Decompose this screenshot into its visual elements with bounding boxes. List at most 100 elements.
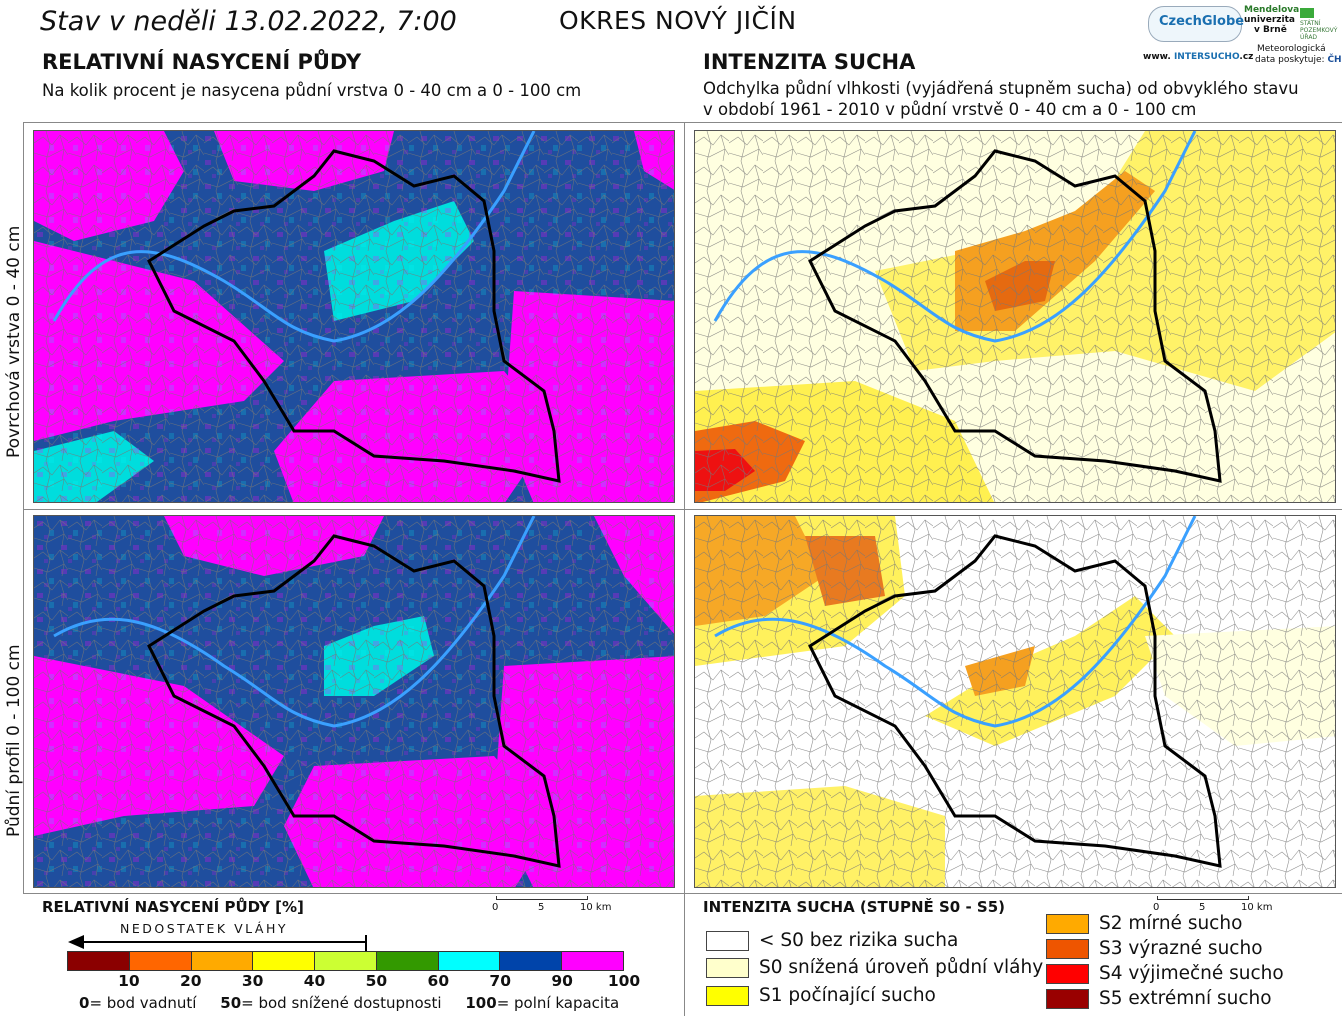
right-section-title: INTENZITA SUCHA (703, 50, 916, 74)
scale-bar-right-5: 5 (1199, 902, 1206, 913)
scale-bar-left-line (496, 896, 588, 900)
drought-legend-swatch (706, 957, 749, 978)
scale-bar-right-0: 0 (1153, 902, 1160, 913)
colorbar-tick-label: 20 (179, 972, 202, 990)
colorbar-tick-label: 90 (551, 972, 573, 990)
drought-legend-label: S0 snížená úroveň půdní vláhy (759, 957, 1044, 978)
map-drought-topsoil (694, 130, 1336, 503)
spu-logo: STÁTNÍ POZEMKOVÝ ÚŘAD (1300, 8, 1337, 41)
scale-bar-right: 0 5 10 km (1153, 893, 1283, 917)
scale-bar-left-0: 0 (492, 902, 499, 913)
map-drought-profile (694, 515, 1336, 888)
colorbar-segment (315, 952, 377, 970)
colorbar-tick-label: 100 (607, 972, 641, 990)
saturation-colorbar (67, 951, 624, 971)
arrow-shaft (82, 941, 366, 943)
note-0-value: 0 (79, 994, 90, 1012)
row-label-top: Povrchová vrstva 0 - 40 cm (4, 225, 24, 458)
right-section-subtitle-line1: Odchylka půdní vlhkosti (vyjádřená stupn… (703, 79, 1299, 98)
colorbar-segment (129, 952, 192, 970)
note-0-text: = bod vadnutí (89, 994, 197, 1012)
map-saturation-topsoil-svg (34, 131, 674, 502)
saturation-legend-title: RELATIVNÍ NASYCENÍ PŮDY [%] (42, 898, 304, 916)
grid-middle-line (23, 509, 1342, 510)
grid-bottom-line (23, 893, 1342, 894)
drought-legend-label: < S0 bez rizika sucha (759, 930, 959, 951)
colorbar-tick-label: 40 (303, 972, 326, 990)
scale-bar-left: 0 5 10 km (492, 893, 622, 917)
meteo-credit-line1: Meteorologická (1257, 44, 1326, 54)
colorbar-segment (500, 952, 563, 970)
meteo-credit: Meteorologická data poskytuje: ČHMÚ (1255, 44, 1342, 66)
colorbar-segment (376, 952, 439, 970)
colorbar-tick-label: 60 (427, 972, 450, 990)
colorbar-segment (438, 952, 501, 970)
drought-legend-swatch (706, 985, 749, 1006)
chmu-logo: ČHMÚ (1327, 55, 1342, 65)
moisture-deficit-arrow: NEDOSTATEK VLÁHY (68, 921, 367, 951)
drought-legend-swatch (1046, 913, 1089, 934)
date-title: Stav v neděli 13.02.2022, 7:00 (40, 6, 457, 37)
mendel-logo-line2: univerzita (1244, 15, 1296, 25)
drought-legend-item: S2 mírné sucho (1046, 913, 1242, 934)
moisture-deficit-label: NEDOSTATEK VLÁHY (120, 921, 288, 936)
intersucho-main: INTERSUCHO (1173, 52, 1240, 62)
grid-center-line (684, 122, 685, 1016)
grid-left-line (23, 122, 24, 893)
scale-bar-right-line (1157, 896, 1249, 900)
row-label-bottom: Půdní profil 0 - 100 cm (4, 644, 24, 837)
mendel-logo: Mendelova univerzita v Brně (1244, 5, 1299, 35)
mendel-logo-line3: v Brně (1254, 25, 1287, 35)
spu-logo-line1: STÁTNÍ (1300, 20, 1321, 27)
czechglobe-logo-text: CzechGlobe (1159, 14, 1245, 29)
intersucho-suffix: .cz (1239, 52, 1254, 62)
drought-legend-label: S4 výjimečné sucho (1099, 963, 1284, 984)
spu-logo-mark (1300, 8, 1314, 18)
drought-legend-swatch (1046, 938, 1089, 959)
note-100-text: = polní kapacita (496, 994, 620, 1012)
meteo-credit-line2: data poskytuje: ČHMÚ (1255, 55, 1342, 66)
scale-bar-left-10: 10 km (580, 902, 612, 913)
czechglobe-logo: CzechGlobe (1148, 6, 1245, 42)
colorbar-segment (191, 952, 254, 970)
drought-legend-item: < S0 bez rizika sucha (706, 930, 958, 951)
colorbar-tick-label: 50 (365, 972, 388, 990)
map-saturation-profile (33, 515, 675, 888)
colorbar-segment (68, 952, 130, 970)
district-title: OKRES NOVÝ JIČÍN (559, 6, 797, 35)
colorbar-tick-label: 10 (118, 972, 140, 990)
drought-legend-item: S3 výrazné sucho (1046, 938, 1263, 959)
right-section-subtitle-line2: v období 1961 - 2010 v půdní vrstvě 0 - … (703, 100, 1197, 119)
colorbar-tick-label: 30 (241, 972, 264, 990)
drought-legend-item: S5 extrémní sucho (1046, 988, 1272, 1009)
meteo-credit-text: data poskytuje: (1255, 55, 1325, 65)
drought-legend-title: INTENZITA SUCHA (STUPNĚ S0 - S5) (703, 898, 1005, 916)
note-50-text: = bod snížené dostupnosti (241, 994, 442, 1012)
map-drought-topsoil-svg (695, 131, 1335, 502)
drought-legend-label: S2 mírné sucho (1099, 913, 1243, 934)
drought-legend-label: S1 počínající sucho (759, 985, 936, 1006)
map-saturation-profile-svg (34, 516, 674, 887)
map-drought-profile-svg (695, 516, 1335, 887)
spu-logo-line2: POZEMKOVÝ (1300, 27, 1338, 34)
arrow-head-icon (68, 935, 84, 949)
saturation-notes: 0= bod vadnutí 50= bod snížené dostupnos… (79, 994, 619, 1012)
drought-legend-label: S3 výrazné sucho (1099, 938, 1263, 959)
left-section-title: RELATIVNÍ NASYCENÍ PŮDY (42, 50, 362, 74)
drought-legend-item: S0 snížená úroveň půdní vláhy (706, 957, 1043, 978)
note-50-value: 50 (220, 994, 242, 1012)
colorbar-segment (562, 952, 624, 970)
drought-legend-item: S1 počínající sucho (706, 985, 936, 1006)
grid-top-line (23, 122, 1342, 123)
drought-legend-swatch (706, 930, 749, 951)
mendel-logo-line1: Mendelova (1244, 5, 1300, 15)
drought-legend-label: S5 extrémní sucho (1099, 988, 1272, 1009)
colorbar-tick-label: 70 (489, 972, 511, 990)
intersucho-logo: www. INTERSUCHO.cz (1143, 52, 1253, 62)
colorbar-segment (253, 952, 316, 970)
intersucho-prefix: www. (1143, 52, 1171, 62)
note-100-value: 100 (465, 994, 497, 1012)
drought-legend-item: S4 výjimečné sucho (1046, 963, 1284, 984)
left-section-subtitle: Na kolik procent je nasycena půdní vrstv… (42, 81, 582, 100)
map-saturation-topsoil (33, 130, 675, 503)
